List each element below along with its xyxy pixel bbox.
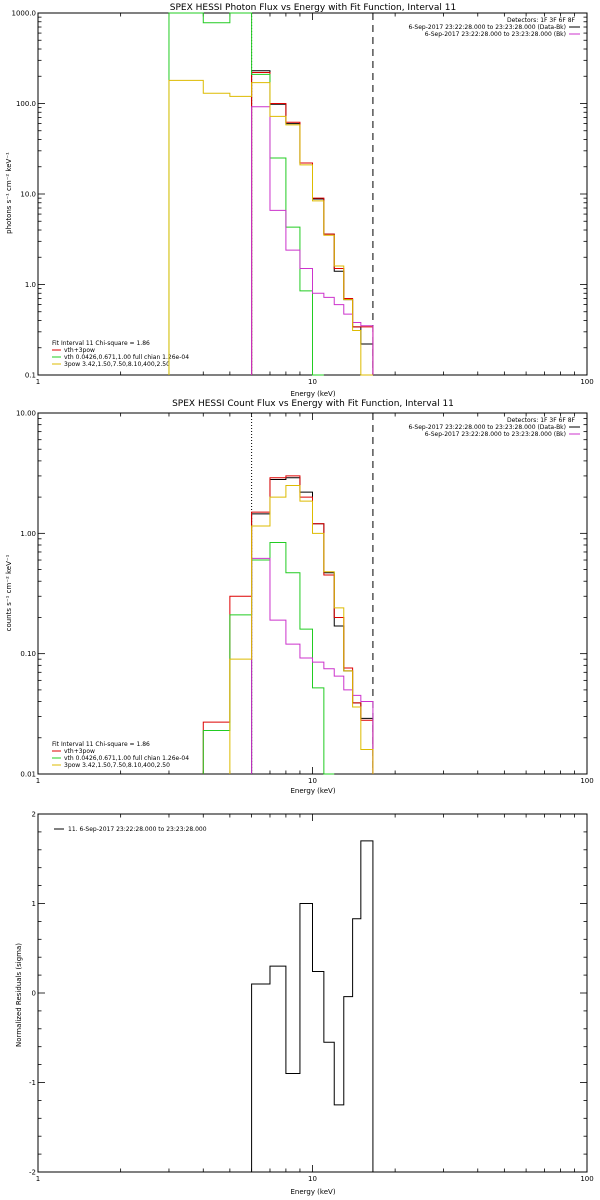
panel1-fit-3pow: 3pow 3.42,1.50,7.50,8.10,400,2.50 [64, 361, 170, 368]
panel3-legend-entry: 11. 6-Sep-2017 23:22:28.000 to 23:23:28.… [68, 826, 207, 833]
panel1-fit-header: Fit Interval 11 Chi-square = 1.86 [52, 340, 150, 347]
panel1-ylabel: photons s⁻¹ cm⁻² keV⁻¹ [5, 152, 13, 234]
panel2-title: SPEX HESSI Count Flux vs Energy with Fit… [172, 399, 454, 409]
panel2-fit-vth: vth 0.0426,0.671,1.00 full chian 1.26e-0… [64, 755, 189, 762]
panel1-series-2 [168, 12, 324, 376]
panel1-xlabel: Energy (keV) [290, 390, 335, 398]
panel1-legend-bk: 6-Sep-2017 23:22:28.000 to 23:23:28.000 … [425, 31, 566, 38]
panel2-xtick-label: 1 [36, 777, 40, 785]
panel1-xtick-label: 10 [308, 378, 317, 386]
panel1-title: SPEX HESSI Photon Flux vs Energy with Fi… [170, 3, 456, 13]
panel3-xtick-label: 1 [36, 1175, 40, 1183]
panel2-series-2 [202, 541, 335, 775]
panel2-detectors-header: Detectors: 1F 3F 6F 8F [507, 417, 576, 424]
panel3-ytick-label: -1 [29, 1079, 36, 1087]
panel2-xtick-label: 100 [580, 777, 593, 785]
panel1-series-3 [251, 106, 374, 375]
panel2-ylabel: counts s⁻¹ cm⁻² keV⁻¹ [5, 554, 13, 631]
panel1-ytick-label: 10.0 [20, 191, 36, 199]
panel1-ytick-label: 1.0 [25, 281, 36, 289]
panel3-ylabel: Normalized Residuals (sigma) [15, 943, 23, 1047]
panel2-fit-header: Fit Interval 11 Chi-square = 1.86 [52, 741, 150, 748]
panel3-series-0 [251, 840, 374, 1172]
panel2-series-3 [251, 557, 374, 774]
panel2-legend-bk: 6-Sep-2017 23:22:28.000 to 23:23:28.000 … [425, 431, 566, 438]
panel2-xtick-label: 10 [308, 777, 317, 785]
panel1-ytick-label: 0.1 [25, 372, 36, 380]
panel3-ytick-label: 2 [32, 811, 36, 819]
panel1-detectors-header: Detectors: 1F 3F 6F 8F [507, 17, 576, 24]
panel2-ytick-label: 0.10 [20, 650, 36, 658]
panel3-ytick-label: 1 [32, 900, 36, 908]
panel2-xlabel: Energy (keV) [290, 787, 335, 795]
panel2-legend-databk: 6-Sep-2017 23:22:28.000 to 23:23:28.000 … [408, 424, 566, 431]
panel2-ytick-label: 10.00 [16, 410, 36, 418]
panel1-xtick-label: 1 [36, 378, 40, 386]
panel3-ytick-label: -2 [29, 1169, 36, 1177]
panel3-xlabel: Energy (keV) [290, 1188, 335, 1196]
panel2-fit-vth3pow: vth+3pow [64, 748, 95, 755]
panel2-fit-3pow: 3pow 3.42,1.50,7.50,8.10,400,2.50 [64, 762, 170, 769]
panel1-fit-vth: vth 0.0426,0.671,1.00 full chian 1.26e-0… [64, 354, 189, 361]
panel1-legend-databk: 6-Sep-2017 23:22:28.000 to 23:23:28.000 … [408, 24, 566, 31]
panel3-xtick-label: 100 [580, 1175, 593, 1183]
panel2-series-4 [229, 484, 374, 774]
panel1-ytick-label: 100.0 [16, 100, 36, 108]
panel2-ytick-label: 0.01 [20, 771, 36, 779]
panel1-fit-vth3pow: vth+3pow [64, 347, 95, 354]
panel1-series-4 [168, 79, 373, 376]
panel1-xtick-label: 100 [580, 378, 593, 386]
panel2-ytick-label: 1.00 [20, 530, 36, 538]
panel3-ytick-label: 0 [32, 990, 36, 998]
panel3-xtick-label: 10 [308, 1175, 317, 1183]
panel1-ytick-label: 1000.0 [12, 10, 37, 18]
